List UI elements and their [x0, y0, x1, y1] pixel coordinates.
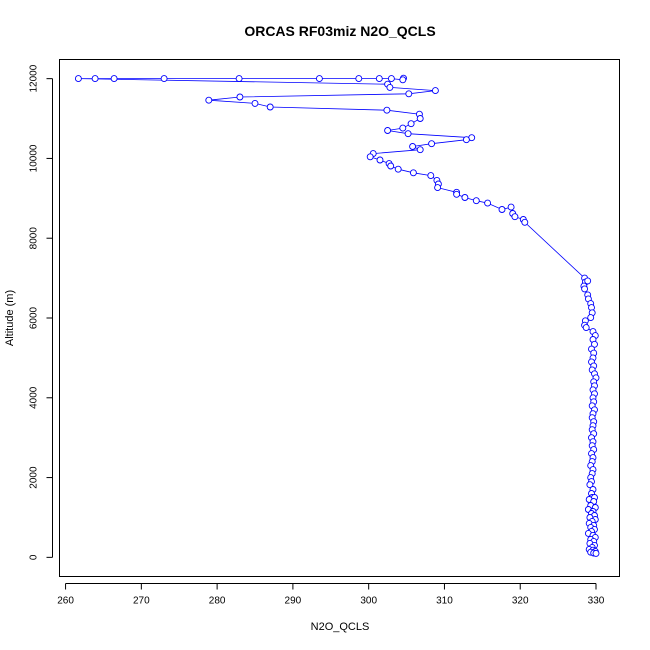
x-axis: 260 270 280 290 300 310 320 330 — [57, 583, 605, 607]
data-point — [407, 120, 415, 128]
data-point — [315, 75, 323, 83]
y-tick-label: 6000 — [29, 306, 40, 329]
data-point — [416, 115, 424, 122]
data-point — [355, 75, 363, 83]
x-tick-label: 270 — [133, 596, 150, 607]
series-group — [74, 74, 600, 557]
data-point — [584, 277, 592, 285]
data-point — [110, 75, 118, 83]
data-point — [405, 90, 413, 98]
data-point — [592, 549, 600, 557]
data-point — [591, 340, 598, 348]
y-tick-label: 8000 — [29, 227, 40, 250]
data-point — [236, 93, 244, 101]
data-point — [205, 96, 213, 104]
data-point — [587, 314, 595, 322]
y-tick-label: 0 — [29, 554, 40, 560]
y-axis: 0 2000 4000 6000 8000 10000 12000 — [29, 64, 53, 560]
x-tick-label: 320 — [512, 596, 529, 607]
data-point — [484, 199, 492, 207]
x-tick-label: 290 — [285, 596, 302, 607]
x-tick-label: 260 — [57, 596, 74, 607]
data-point — [409, 169, 417, 177]
data-point — [511, 213, 519, 221]
data-point — [498, 206, 506, 213]
data-point — [251, 99, 259, 107]
data-point — [399, 124, 407, 132]
x-tick-label: 330 — [588, 596, 605, 607]
data-point — [472, 197, 480, 205]
data-point — [586, 481, 594, 489]
data-point — [74, 75, 82, 83]
y-tick-label: 2000 — [29, 466, 40, 489]
chart-title: ORCAS RF03miz N2O_QCLS — [244, 23, 435, 39]
data-point — [427, 172, 435, 180]
y-tick-label: 10000 — [29, 144, 40, 172]
data-point — [235, 75, 243, 83]
data-point — [383, 106, 391, 114]
plot-frame — [59, 59, 620, 577]
data-point — [416, 146, 424, 154]
x-tick-label: 280 — [209, 596, 226, 607]
data-point — [404, 130, 412, 138]
data-point — [386, 83, 394, 91]
data-point — [409, 143, 417, 150]
x-tick-label: 310 — [436, 596, 453, 607]
series-line — [78, 78, 597, 554]
x-tick-label: 300 — [360, 596, 377, 607]
data-point — [462, 136, 470, 144]
data-point — [384, 127, 392, 134]
data-point — [461, 194, 469, 201]
data-point — [91, 75, 99, 83]
x-axis-label: N2O_QCLS — [311, 621, 370, 633]
data-point — [521, 218, 529, 226]
data-point — [266, 103, 274, 111]
data-point — [160, 75, 168, 83]
data-point — [582, 324, 590, 332]
y-tick-label: 12000 — [29, 64, 40, 92]
data-point — [376, 156, 384, 164]
data-point — [399, 76, 407, 84]
data-point — [394, 165, 402, 173]
data-point — [366, 153, 374, 161]
data-point — [507, 203, 515, 211]
data-point — [453, 190, 461, 198]
data-point — [581, 285, 589, 293]
data-point — [428, 140, 436, 148]
data-point — [375, 75, 383, 83]
data-point — [434, 184, 442, 192]
y-tick-label: 4000 — [29, 386, 40, 409]
y-axis-label: Altitude (m) — [4, 290, 16, 346]
data-point — [387, 162, 395, 170]
data-point — [387, 75, 395, 83]
data-point — [431, 87, 439, 95]
